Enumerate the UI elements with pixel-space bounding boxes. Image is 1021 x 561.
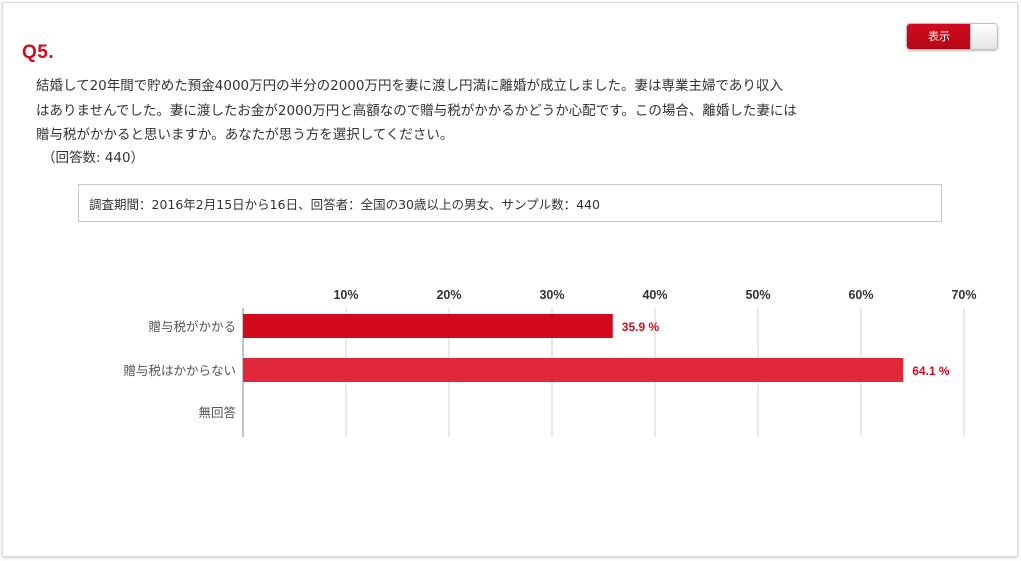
answer-count: （回答数: 440）: [42, 150, 145, 166]
tick-label-10: 10%: [333, 288, 358, 302]
toggle-knob[interactable]: [970, 24, 997, 49]
tick-label-50: 50%: [745, 288, 770, 302]
category-label-2: 贈与税はかからない: [123, 363, 236, 378]
category-label-3: 無回答: [198, 405, 236, 420]
question-text: 結婚して20年間で貯めた預金4000万円の半分の2000万円を妻に渡し円満に離婚…: [36, 78, 797, 143]
question-number: Q5.: [22, 42, 55, 63]
bar-1: [243, 314, 613, 338]
survey-info-text: 調査期間：2016年2月15日から16日、回答者：全国の30歳以上の男女、サンプ…: [89, 197, 600, 212]
tick-label-40: 40%: [642, 288, 667, 302]
tick-label-30: 30%: [539, 288, 564, 302]
survey-info-box: 調査期間：2016年2月15日から16日、回答者：全国の30歳以上の男女、サンプ…: [78, 184, 942, 222]
data-label-1: 35.9 %: [622, 320, 660, 334]
display-toggle[interactable]: 表示: [906, 23, 998, 50]
toggle-on-label: 表示: [907, 24, 971, 49]
tick-label-60: 60%: [848, 288, 873, 302]
category-label-1: 贈与税がかかる: [148, 319, 236, 334]
tick-label-70: 70%: [951, 288, 976, 302]
bar-2: [243, 358, 904, 382]
data-label-2: 64.1 %: [912, 364, 950, 378]
tick-label-20: 20%: [436, 288, 461, 302]
